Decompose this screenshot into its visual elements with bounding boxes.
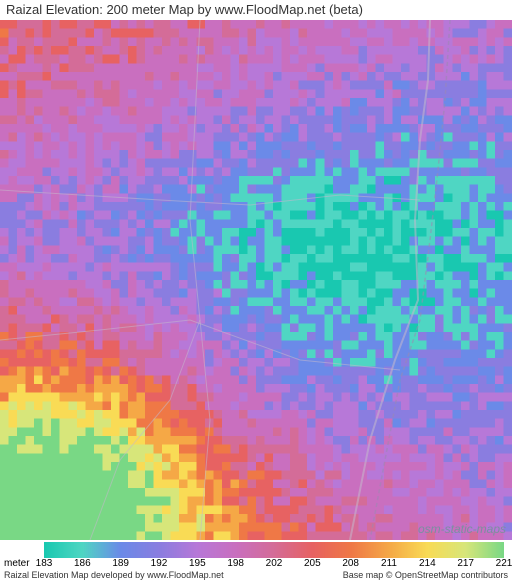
attribution-bar: Raizal Elevation Map developed by www.Fl… [0,570,512,582]
legend-tick: 221 [496,558,512,569]
legend-tick: 202 [266,558,283,569]
legend-tick: 189 [112,558,129,569]
elevation-heatmap [0,20,512,540]
legend-tick: 211 [381,558,397,569]
attribution-right: Base map © OpenStreetMap contributors [343,570,508,582]
legend-tick: 205 [304,558,321,569]
legend-gradient [44,542,504,558]
legend-tick: 208 [342,558,359,569]
legend-labels: meter 183 186 189 192 195 198 202 205 208 211 214 2… [0,558,512,570]
legend-tick: 217 [457,558,474,569]
legend-tick: 195 [189,558,206,569]
attribution-left: Raizal Elevation Map developed by www.Fl… [4,570,224,582]
map-area[interactable]: osm-static-maps [0,20,512,540]
legend-tick: 214 [419,558,436,569]
legend-tick: 198 [227,558,244,569]
legend-tick: 183 [36,558,53,569]
map-watermark: osm-static-maps [418,522,506,536]
legend-unit: meter [4,558,30,569]
map-container: Raizal Elevation: 200 meter Map by www.F… [0,0,512,582]
legend-tick: 192 [151,558,168,569]
page-title: Raizal Elevation: 200 meter Map by www.F… [0,0,512,20]
legend-tick: 186 [74,558,91,569]
legend: meter 183 186 189 192 195 198 202 205 208 211 214 2… [0,540,512,582]
